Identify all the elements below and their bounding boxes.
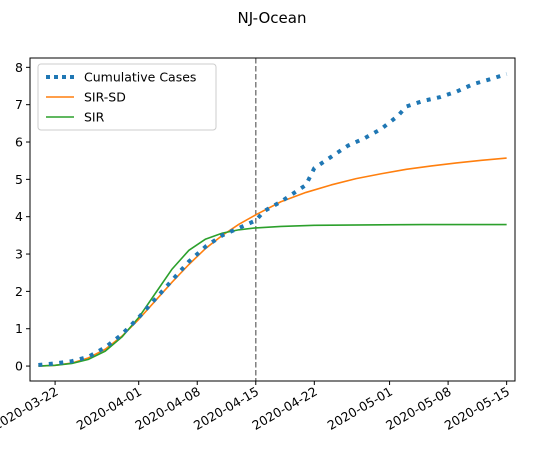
y-tick-label: 3 — [15, 247, 23, 262]
y-tick-label: 6 — [15, 135, 23, 150]
chart-title: NJ-Ocean — [238, 9, 307, 27]
legend: Cumulative Cases SIR-SD SIR — [37, 63, 217, 131]
plot-area — [38, 58, 508, 381]
legend-label: SIR-SD — [84, 90, 126, 105]
series-line-sir — [38, 223, 507, 367]
y-tick-label: 4 — [15, 209, 23, 224]
legend-label: Cumulative Cases — [84, 70, 196, 85]
y-tick-label: 2 — [15, 284, 23, 299]
legend-box — [37, 63, 217, 131]
legend-label: SIR — [84, 110, 105, 125]
plot-clip-group — [38, 58, 508, 381]
y-tick-label: 1 — [15, 321, 23, 336]
y-tick-label: 0 — [15, 359, 23, 374]
y-tick-label: 5 — [15, 172, 23, 187]
y-tick-label: 7 — [15, 97, 23, 112]
y-tick-label: 8 — [15, 60, 23, 75]
axes-frame — [29, 57, 516, 382]
